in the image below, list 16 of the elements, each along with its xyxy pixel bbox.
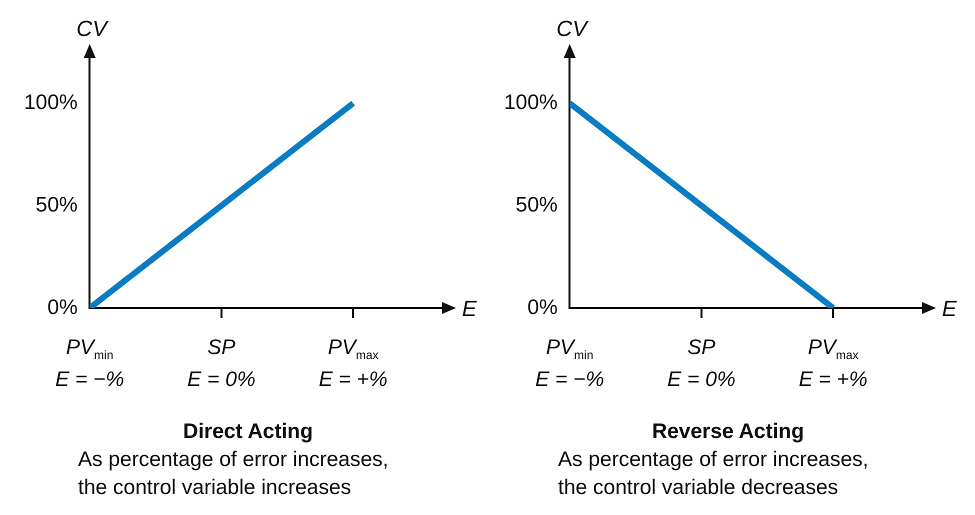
y-tick-label: 0%	[47, 296, 78, 319]
y-tick-label: 50%	[36, 193, 78, 216]
text: Reverse Acting	[650, 420, 806, 444]
x-tick-label: SP E = 0%	[667, 336, 736, 391]
y-tick-label: 50%	[516, 193, 558, 216]
y-axis-title: CV	[556, 16, 590, 41]
text: Direct Acting	[182, 420, 314, 444]
y-tick-label: 100%	[504, 90, 558, 114]
text: As percentage of error increases, the control variable decreases	[558, 447, 870, 501]
text: As percentage of error increases, the control variable increases	[78, 447, 390, 501]
x-axis-title: E	[462, 296, 477, 321]
y-axis-title: CV	[76, 16, 110, 41]
y-tick-label: 0%	[527, 296, 558, 319]
x-tick-label: SP E = 0%	[187, 336, 256, 391]
y-tick-label: 100%	[24, 90, 78, 114]
x-axis-title: E	[942, 296, 957, 321]
